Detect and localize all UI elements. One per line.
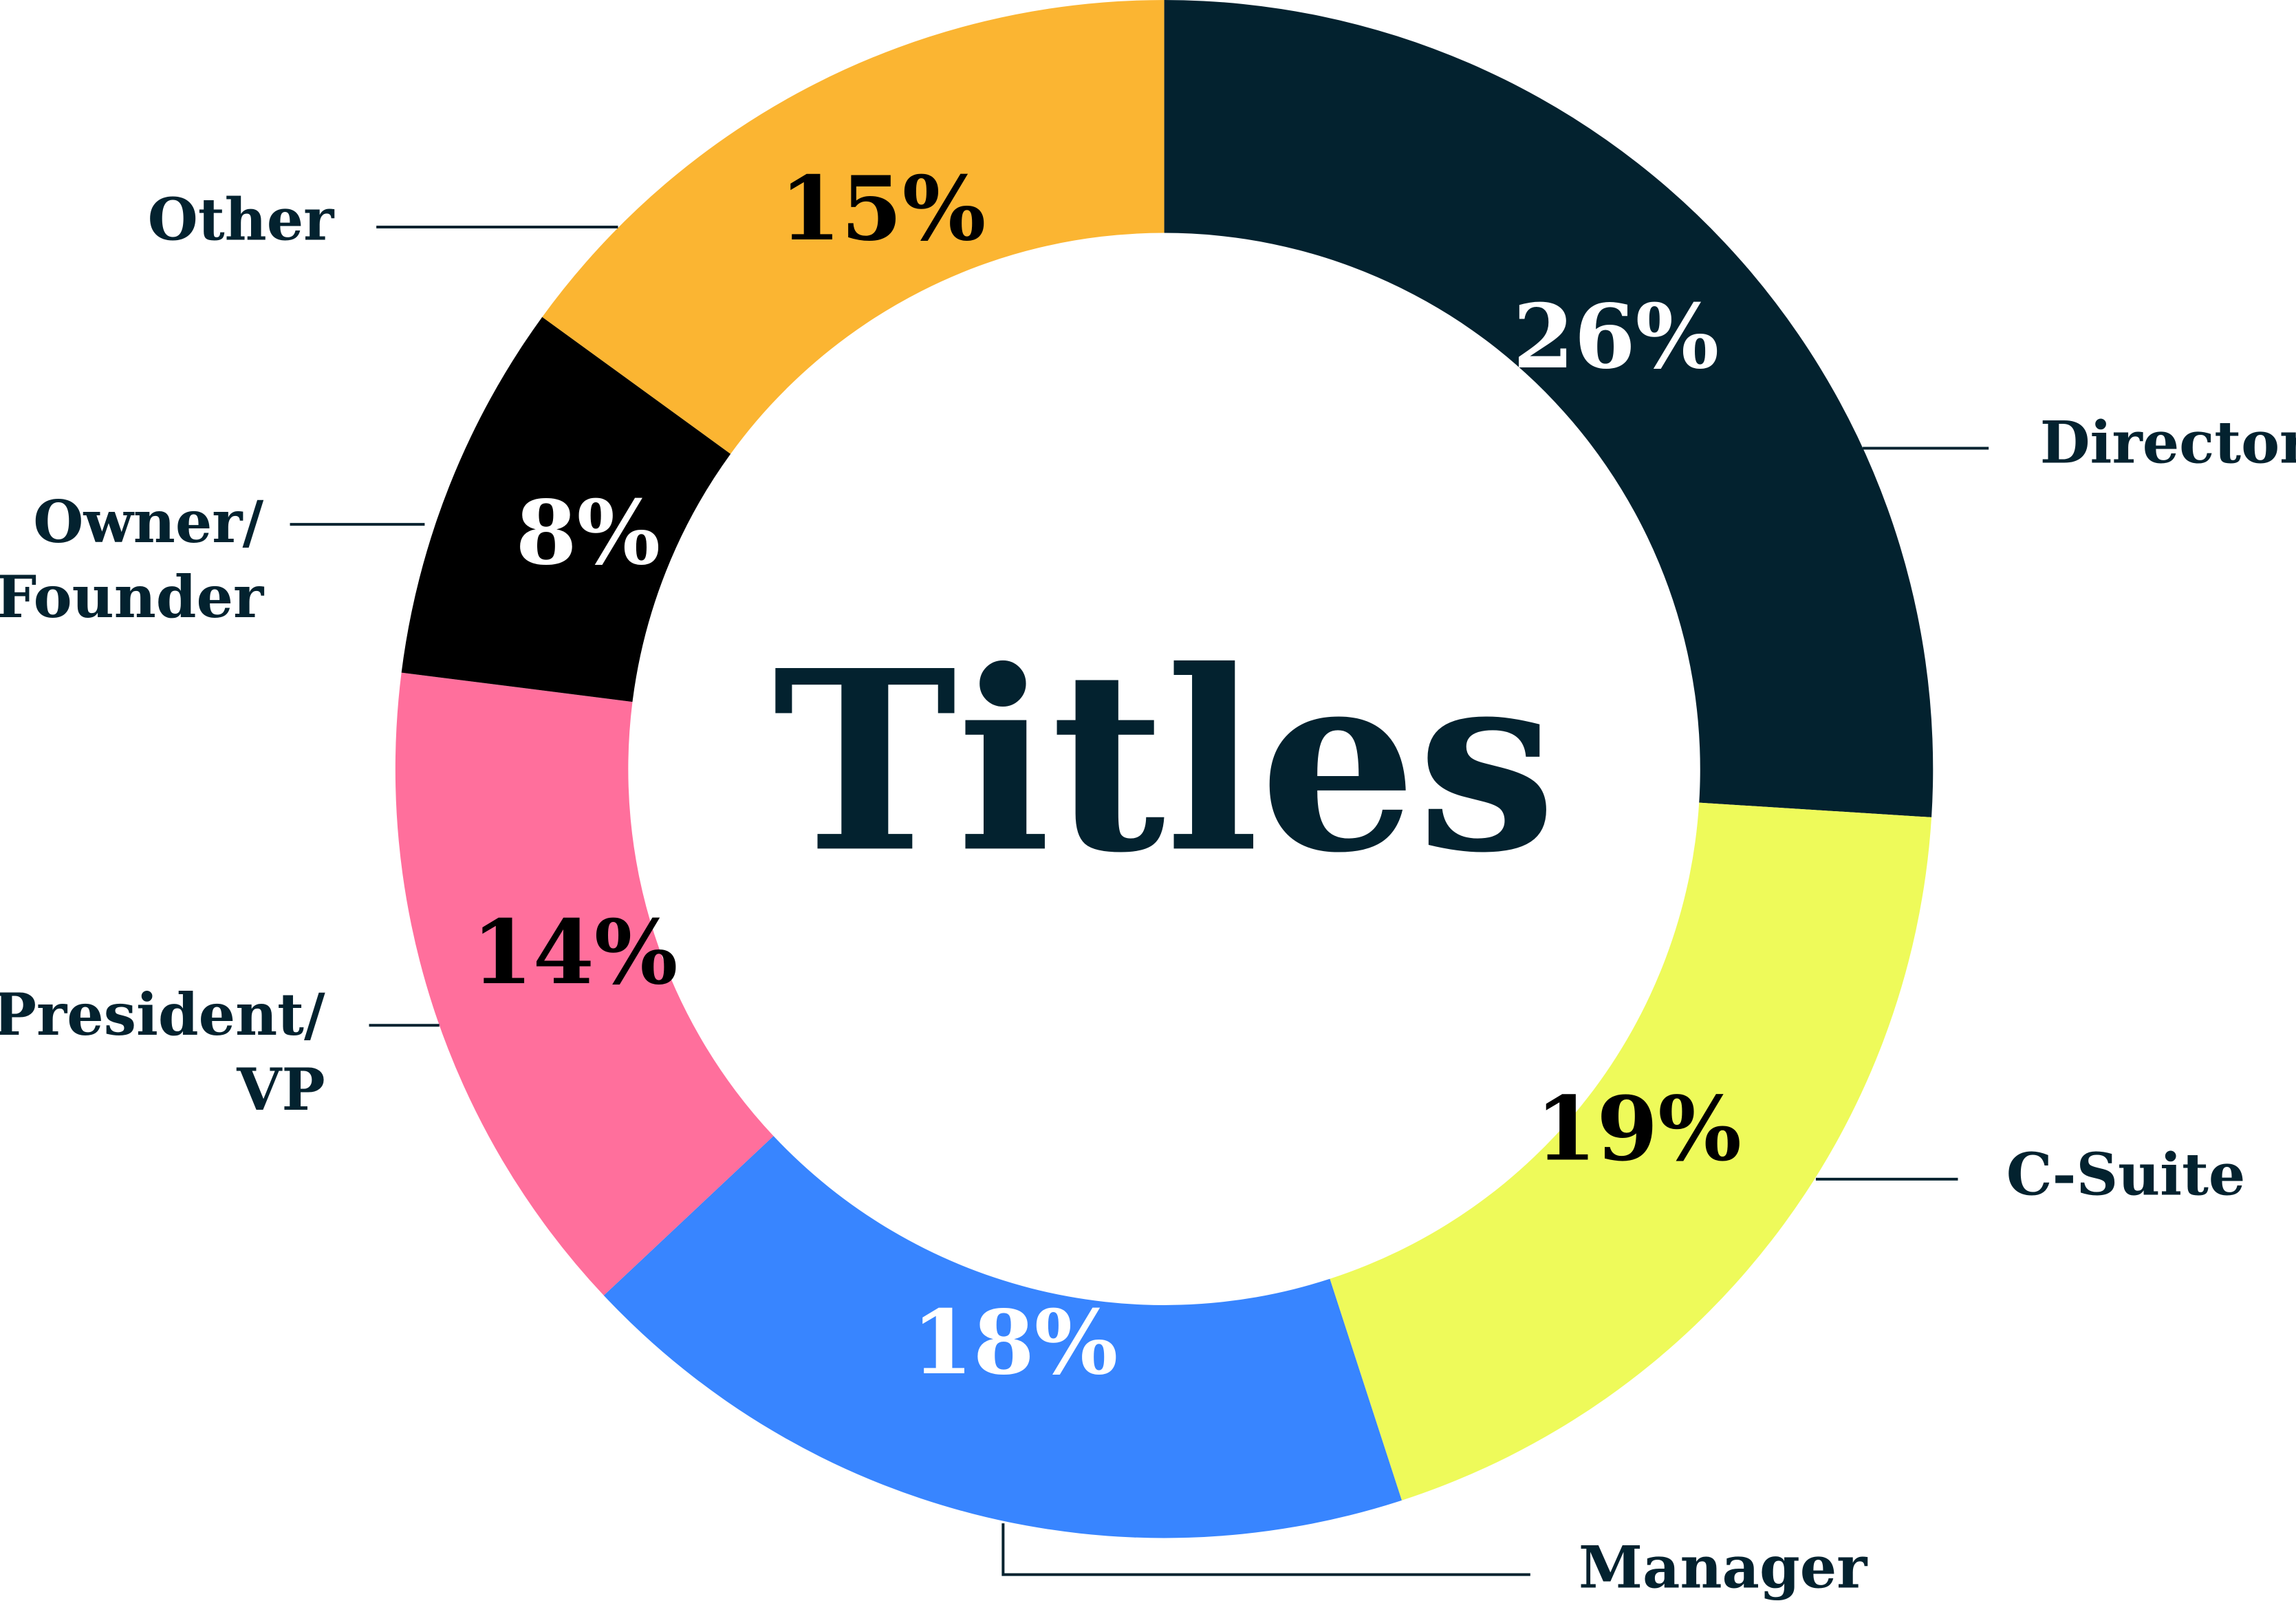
value-label: 15%	[780, 158, 986, 261]
value-label: 14%	[472, 901, 678, 1004]
category-label: Other	[147, 185, 334, 254]
category-label: President/ VP	[0, 980, 325, 1124]
donut-segment	[1164, 0, 1934, 817]
value-label: 26%	[1513, 286, 1720, 389]
donut-segment	[603, 1136, 1402, 1538]
category-label: Manager	[1579, 1533, 1867, 1602]
donut-segment	[395, 672, 774, 1296]
donut-segment	[401, 316, 731, 702]
value-label: 18%	[912, 1291, 1118, 1395]
chart-title: Titles	[772, 616, 1556, 907]
donut-segment	[542, 0, 1165, 454]
value-label: 19%	[1535, 1078, 1742, 1181]
donut-segment	[1330, 802, 1932, 1501]
category-label: Owner/ Founder	[0, 488, 264, 632]
category-label: C-Suite	[2006, 1140, 2246, 1209]
value-label: 8%	[515, 482, 660, 585]
leader-line	[1001, 1523, 1530, 1576]
category-label: Director	[2039, 408, 2296, 477]
